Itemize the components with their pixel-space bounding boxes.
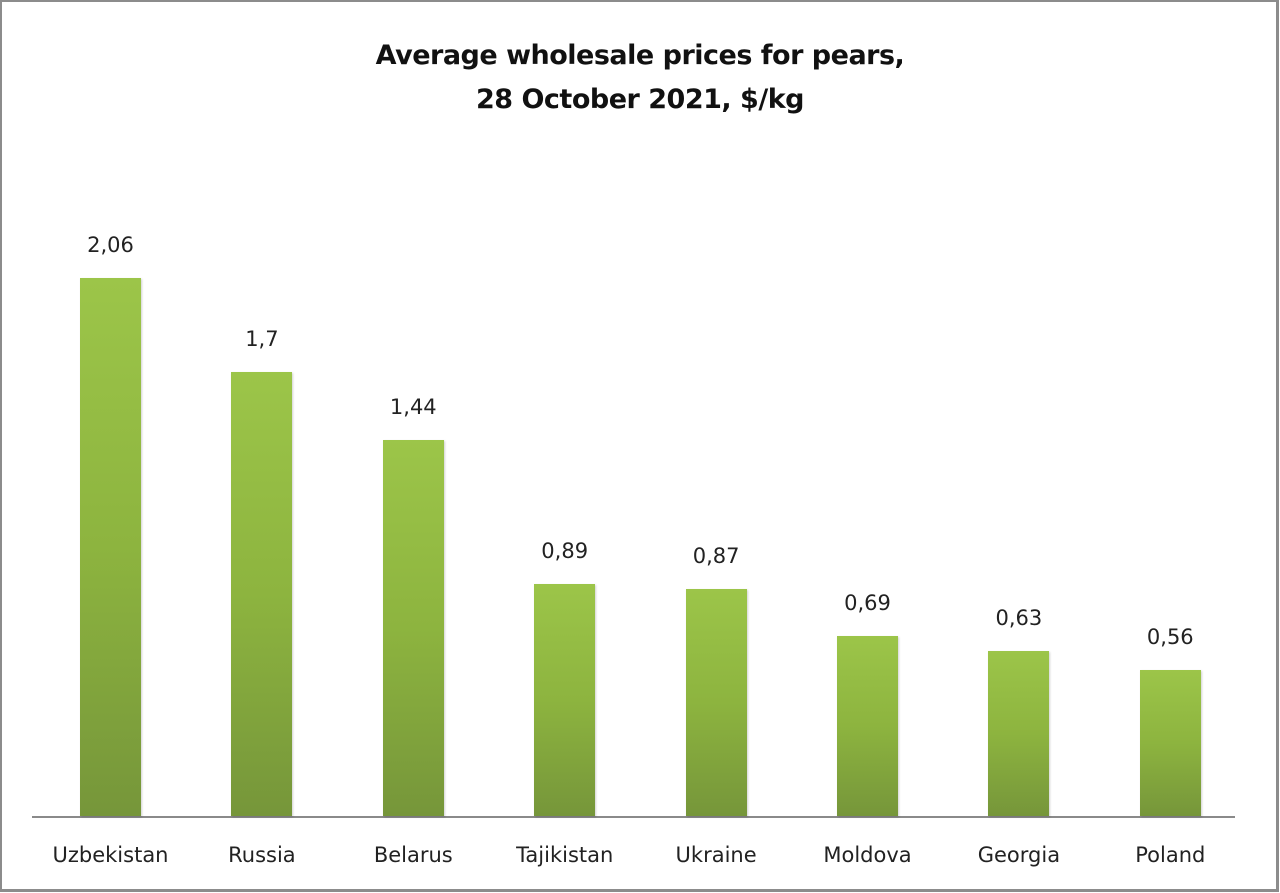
x-tick-label: Tajikistan [516,843,614,867]
data-label: 0,69 [844,590,891,615]
x-tick-label: Poland [1135,843,1206,867]
data-label: 2,06 [87,232,134,257]
bar-georgia [988,651,1050,816]
x-tick-label: Russia [228,843,296,867]
x-tick-label: Moldova [823,843,912,867]
chart-title-line-1: Average wholesale prices for pears, [375,40,905,71]
x-tick-label: Uzbekistan [52,843,169,867]
bar-russia [231,371,293,816]
chart-title-line-2: 28 October 2021, $/kg [476,84,804,115]
x-tick-label: Belarus [373,843,453,867]
data-label: 0,63 [995,606,1043,631]
bar-poland [1139,669,1201,816]
data-label: 1,44 [389,394,437,419]
data-label: 0,56 [1146,624,1194,649]
bar-belarus [382,439,444,816]
chart-title: Average wholesale prices for pears, 28 O… [0,34,1280,122]
bar-ukraine [685,588,747,816]
data-label: 0,87 [692,543,740,568]
bar-moldova [837,635,898,816]
data-label: 1,7 [245,326,279,351]
bar-tajikistan [534,583,596,816]
data-label: 0,89 [541,538,589,563]
x-axis-line [32,816,1235,818]
bar-uzbekistan [80,277,141,816]
x-tick-label: Georgia [977,843,1061,867]
x-tick-label: Ukraine [675,843,757,867]
